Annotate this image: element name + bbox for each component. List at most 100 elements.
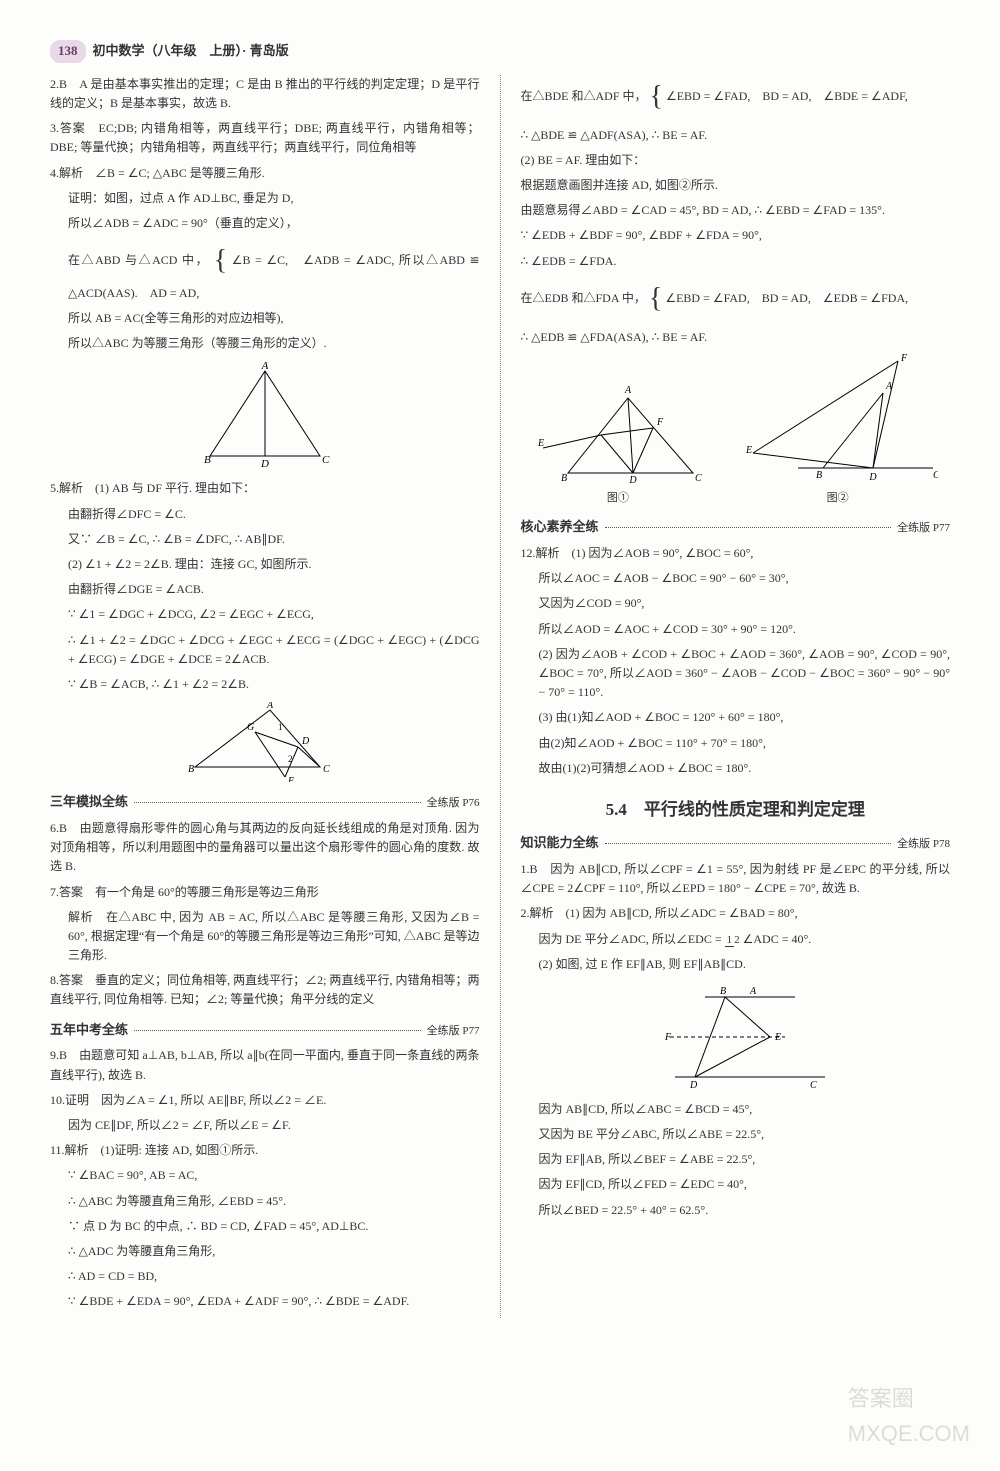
problem-4-case: 在△ABD 与△ACD 中， { ∠B = ∠C, ∠ADB = ∠ADC, 所… <box>50 239 480 303</box>
page-header: 138 初中数学（八年级 上册）· 青岛版 <box>50 40 950 63</box>
svg-text:A: A <box>749 986 757 997</box>
column-divider <box>500 75 501 1318</box>
p12d: 所以∠AOD = ∠AOC + ∠COD = 30° + 90° = 120°. <box>521 620 951 639</box>
p12g: 由(2)知∠AOD + ∠BOC = 110° + 70° = 180°, <box>521 734 951 753</box>
svg-text:B: B <box>816 470 822 481</box>
section-3-ref: 全练版 P77 <box>897 520 950 538</box>
svg-text:B: B <box>188 764 194 775</box>
problem-6: 6.B 由题意得扇形零件的圆心角与其两边的反向延长线组成的角是对顶角. 因为对顶… <box>50 819 480 877</box>
svg-text:D: D <box>868 472 877 483</box>
page-number: 138 <box>50 40 86 63</box>
svg-text:E: E <box>537 438 544 449</box>
problem-8: 8.答案 垂直的定义；同位角相等, 两直线平行；∠2; 两直线平行, 内错角相等… <box>50 971 480 1009</box>
svg-text:F: F <box>656 417 664 428</box>
r4: 根据题意画图并连接 AD, 如图②所示. <box>521 176 951 195</box>
p12e: (2) 因为∠AOB + ∠COD + ∠BOC + ∠AOD = 360°, … <box>521 645 951 703</box>
svg-text:G: G <box>247 722 254 733</box>
svg-text:B: B <box>720 986 726 997</box>
fraction-half: 12 <box>725 934 740 946</box>
page-title: 初中数学（八年级 上册）· 青岛版 <box>93 43 289 58</box>
q2d: 因为 AB∥CD, 所以∠ABC = ∠BCD = 45°, <box>521 1100 951 1119</box>
r6: ∵ ∠EDB + ∠BDF = 90°, ∠BDF + ∠FDA = 90°, <box>521 226 951 245</box>
fig1-caption: 图① <box>533 490 703 508</box>
p12f: (3) 由(1)知∠AOD + ∠BOC = 120° + 60° = 180°… <box>521 708 951 727</box>
svg-text:B: B <box>561 473 567 484</box>
problem-7b: 解析 在△ABC 中, 因为 AB = AC, 所以△ABC 是等腰三角形, 又… <box>50 908 480 966</box>
svg-text:A: A <box>885 381 893 392</box>
problem-4-line6: 所以△ABC 为等腰三角形（等腰三角形的定义）. <box>50 334 480 353</box>
dots-icon <box>605 843 892 844</box>
q2a: 2.解析 (1) 因为 AB∥CD, 所以∠ADC = ∠BAD = 80°, <box>521 904 951 923</box>
r-case1: 在△BDE 和△ADF 中， { ∠EBD = ∠FAD, BD = AD, ∠… <box>521 75 951 120</box>
right-column: 在△BDE 和△ADF 中， { ∠EBD = ∠FAD, BD = AD, ∠… <box>521 75 951 1318</box>
problem-5-line6: ∵ ∠1 = ∠DGC + ∠DCG, ∠2 = ∠EGC + ∠ECG, <box>50 605 480 624</box>
q2c: (2) 如图, 过 E 作 EF∥AB, 则 EF∥AB∥CD. <box>521 955 951 974</box>
problem-5-line2: 由翻折得∠DFC = ∠C. <box>50 505 480 524</box>
brace-icon: { <box>214 245 227 276</box>
figure-2: A B C D E F 图② <box>738 353 938 508</box>
problem-10b: 因为 CE∥DF, 所以∠2 = ∠F, 所以∠E = ∠F. <box>50 1116 480 1135</box>
p12c: 又因为∠COD = 90°, <box>521 594 951 613</box>
problem-9: 9.B 由题意可知 a⊥AB, b⊥AB, 所以 a∥b(在同一平面内, 垂直于… <box>50 1046 480 1084</box>
svg-text:2: 2 <box>288 754 293 764</box>
section-3-name: 核心素养全练 <box>521 517 599 538</box>
section-4-name: 知识能力全练 <box>521 833 599 854</box>
p12b: 所以∠AOC = ∠AOB − ∠BOC = 90° − 60° = 30°, <box>521 569 951 588</box>
svg-text:C: C <box>322 454 330 466</box>
svg-text:D: D <box>260 458 269 470</box>
problem-5-line3: 又∵ ∠B = ∠C, ∴ ∠B = ∠DFC, ∴ AB∥DF. <box>50 530 480 549</box>
r9: ∴ △EDB ≌ △FDA(ASA), ∴ BE = AF. <box>521 328 951 347</box>
problem-11g: ∵ ∠BDE + ∠EDA = 90°, ∠EDA + ∠ADF = 90°, … <box>50 1292 480 1311</box>
problem-11a: 11.解析 (1)证明: 连接 AD, 如图①所示. <box>50 1141 480 1160</box>
svg-text:A: A <box>260 361 268 372</box>
problem-11c: ∴ △ABC 为等腰直角三角形, ∠EBD = 45°. <box>50 1192 480 1211</box>
left-column: 2.B A 是由基本事实推出的定理；C 是由 B 推出的平行线的判定定理；D 是… <box>50 75 480 1318</box>
section-1-name: 三年模拟全练 <box>50 792 128 813</box>
problem-4-line3: 所以∠ADB = ∠ADC = 90°（垂直的定义）， <box>50 214 480 233</box>
svg-text:C: C <box>933 470 938 481</box>
figure-1: A B C D E F 图① <box>533 373 703 508</box>
problem-4-line5: 所以 AB = AC(全等三角形的对应边相等), <box>50 309 480 328</box>
problem-5-line4: (2) ∠1 + ∠2 = 2∠B. 理由：连接 GC, 如图所示. <box>50 555 480 574</box>
problem-11d: ∵ 点 D 为 BC 的中点, ∴ BD = CD, ∠FAD = 45°, A… <box>50 1217 480 1236</box>
section-2: 五年中考全练 全练版 P77 <box>50 1020 480 1041</box>
problem-5-line7: ∴ ∠1 + ∠2 = ∠DGC + ∠DCG + ∠EGC + ∠ECG = … <box>50 631 480 669</box>
problem-4-line1: 4.解析 ∠B = ∠C; △ABC 是等腰三角形. <box>50 164 480 183</box>
brace-icon: { <box>650 81 663 112</box>
q2e: 又因为 BE 平分∠ABC, 所以∠ABE = 22.5°, <box>521 1125 951 1144</box>
q1: 1.B 因为 AB∥CD, 所以∠CPF = ∠1 = 55°, 因为射线 PF… <box>521 860 951 898</box>
svg-text:E: E <box>774 1032 781 1043</box>
r7: ∴ ∠EDB = ∠FDA. <box>521 252 951 271</box>
svg-text:F: F <box>664 1032 672 1043</box>
svg-text:1: 1 <box>278 722 283 732</box>
svg-text:C: C <box>695 473 702 484</box>
r3: (2) BE = AF. 理由如下： <box>521 151 951 170</box>
section-2-name: 五年中考全练 <box>50 1020 128 1041</box>
q2g: 因为 EF∥CD, 所以∠FED = ∠EDC = 40°, <box>521 1175 951 1194</box>
r5: 由题意易得∠ABD = ∠CAD = 45°, BD = AD, ∴ ∠EBD … <box>521 201 951 220</box>
q2f: 因为 EF∥AB, 所以∠BEF = ∠ABE = 22.5°, <box>521 1150 951 1169</box>
problem-7a: 7.答案 有一个角是 60°的等腰三角形是等边三角形 <box>50 883 480 902</box>
svg-text:C: C <box>323 764 330 775</box>
problem-2: 2.B A 是由基本事实推出的定理；C 是由 B 推出的平行线的判定定理；D 是… <box>50 75 480 113</box>
section-1-ref: 全练版 P76 <box>427 795 480 813</box>
chapter-title: 5.4 平行线的性质定理和判定定理 <box>521 796 951 823</box>
svg-text:E: E <box>745 445 752 456</box>
r2: ∴ △BDE ≌ △ADF(ASA), ∴ BE = AF. <box>521 126 951 145</box>
section-2-ref: 全练版 P77 <box>427 1023 480 1041</box>
svg-text:D: D <box>628 475 637 486</box>
svg-text:D: D <box>301 736 310 747</box>
problem-3: 3.答案 EC;DB; 内错角相等，两直线平行；DBE; 两直线平行，内错角相等… <box>50 119 480 157</box>
problem-4-line2: 证明：如图，过点 A 作 AD⊥BC, 垂足为 D, <box>50 189 480 208</box>
figure-triangle-abc: A B C D <box>50 361 480 471</box>
p12a: 12.解析 (1) 因为∠AOB = 90°, ∠BOC = 60°, <box>521 544 951 563</box>
problem-11b: ∵ ∠BAC = 90°, AB = AC, <box>50 1166 480 1185</box>
section-4-ref: 全练版 P78 <box>897 836 950 854</box>
svg-text:A: A <box>266 702 274 711</box>
section-4: 知识能力全练 全练版 P78 <box>521 833 951 854</box>
p12h: 故由(1)(2)可猜想∠AOD + ∠BOC = 180°. <box>521 759 951 778</box>
svg-text:A: A <box>624 385 632 396</box>
svg-text:E: E <box>287 776 294 782</box>
watermark: 答案圈 MXQE.COM <box>848 1381 970 1451</box>
q2h: 所以∠BED = 22.5° + 40° = 62.5°. <box>521 1201 951 1220</box>
